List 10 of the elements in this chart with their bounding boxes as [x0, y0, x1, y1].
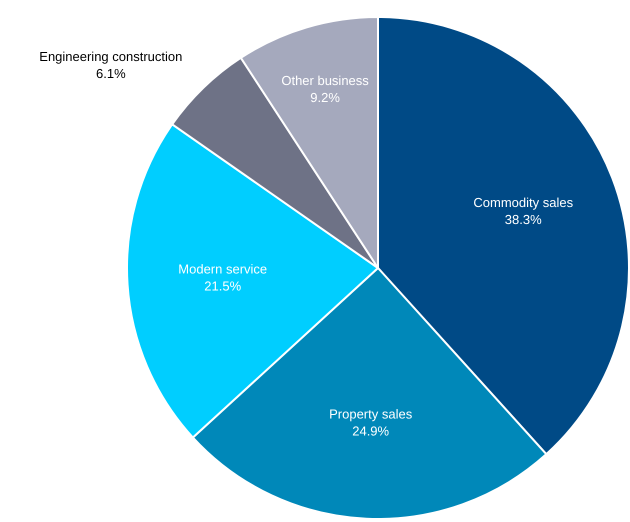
data-label: 24.9% [352, 424, 390, 439]
slice-label: Other business [281, 73, 370, 88]
data-label: 21.5% [204, 278, 242, 294]
data-label: 6.1% [96, 66, 126, 82]
slice-label: Engineering construction [39, 49, 182, 64]
data-label: 9.2% [310, 90, 340, 106]
slice-label: Modern service [178, 261, 268, 276]
slice-label: Commodity sales [473, 195, 574, 210]
slice-label: Property sales [329, 406, 413, 422]
data-label: 38.3% [504, 212, 542, 228]
